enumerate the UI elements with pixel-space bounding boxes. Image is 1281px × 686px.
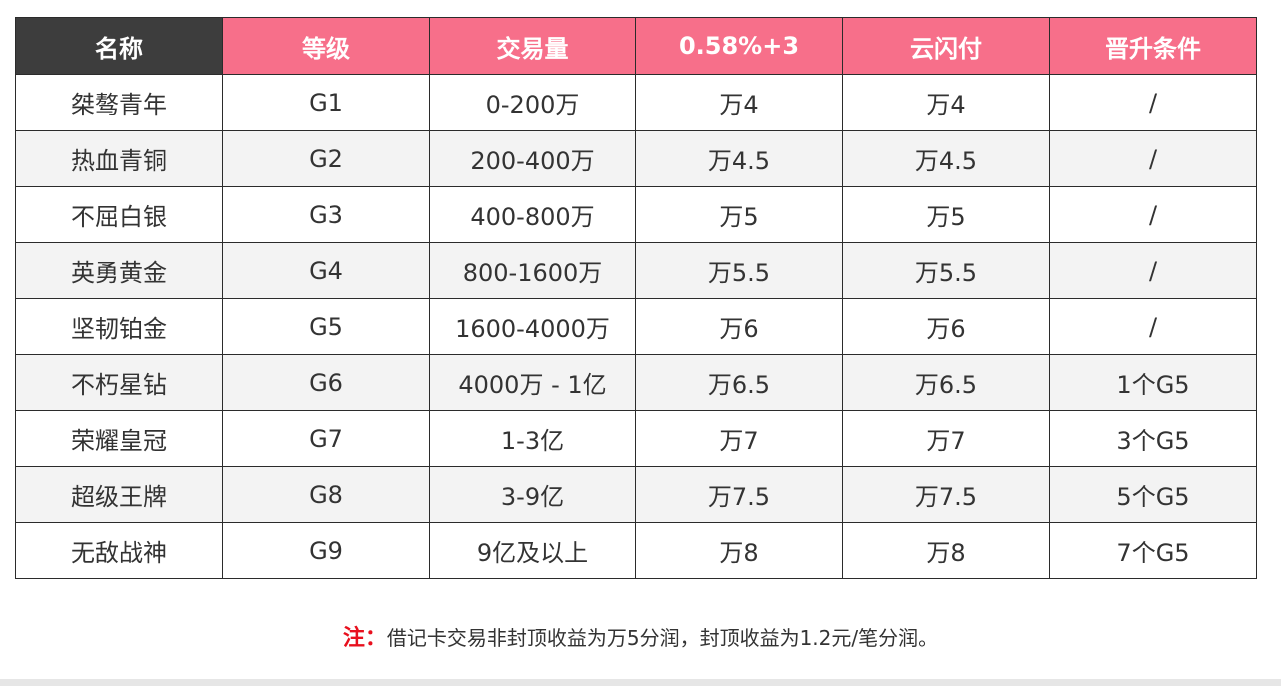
cell-promotion: 5个G5: [1049, 466, 1257, 523]
cell-name: 不朽星钻: [15, 354, 223, 411]
cell-name: 热血青铜: [15, 130, 223, 187]
cell-volume: 0-200万: [429, 74, 636, 131]
cell-rate: 万4: [635, 74, 843, 131]
bottom-divider: [0, 679, 1281, 686]
tier-table: 名称 等级 交易量 0.58%+3 云闪付 晋升条件 桀骜青年 G1 0-200万万…: [15, 17, 1257, 579]
table-row: 超级王牌 G8 3-9亿 万7.5 万7.5 5个G5: [15, 466, 1257, 523]
header-promotion: 晋升条件: [1049, 17, 1257, 75]
cell-level: G8: [222, 466, 430, 523]
cell-volume: 200-400万: [429, 130, 636, 187]
header-level: 等级: [222, 17, 430, 75]
cell-volume: 400-800万: [429, 186, 636, 243]
cell-cloud-pay: 万6: [842, 298, 1050, 355]
footnote: 注：借记卡交易非封顶收益为万5分润，封顶收益为1.2元/笔分润。: [0, 620, 1281, 652]
cell-name: 坚韧铂金: [15, 298, 223, 355]
table-row: 热血青铜 G2 200-400万 万4.5 万4.5/: [15, 130, 1257, 187]
cell-cloud-pay: 万8: [842, 522, 1050, 579]
footnote-text: 借记卡交易非封顶收益为万5分润，封顶收益为1.2元/笔分润。: [386, 626, 939, 650]
cell-promotion: /: [1049, 298, 1257, 355]
cell-cloud-pay: 万6.5: [842, 354, 1050, 411]
cell-cloud-pay: 万7.5: [842, 466, 1050, 523]
cell-volume: 800-1600万: [429, 242, 636, 299]
cell-name: 荣耀皇冠: [15, 410, 223, 467]
cell-rate: 万7.5: [635, 466, 843, 523]
cell-level: G7: [222, 410, 430, 467]
cell-name: 无敌战神: [15, 522, 223, 579]
cell-cloud-pay: 万4: [842, 74, 1050, 131]
table-row: 荣耀皇冠 G7 1-3亿 万7 万7 3个G5: [15, 410, 1257, 467]
table-row: 无敌战神 G9 9亿及以上 万8 万8 7个G5: [15, 522, 1257, 579]
table-row: 英勇黄金 G4 800-1600万 万5.5 万5.5/: [15, 242, 1257, 299]
cell-volume: 1600-4000万: [429, 298, 636, 355]
cell-volume: 1-3亿: [429, 410, 636, 467]
cell-cloud-pay: 万5.5: [842, 242, 1050, 299]
cell-promotion: /: [1049, 130, 1257, 187]
cell-promotion: 3个G5: [1049, 410, 1257, 467]
cell-rate: 万6: [635, 298, 843, 355]
cell-name: 桀骜青年: [15, 74, 223, 131]
cell-promotion: /: [1049, 242, 1257, 299]
cell-rate: 万6.5: [635, 354, 843, 411]
cell-level: G9: [222, 522, 430, 579]
cell-rate: 万5.5: [635, 242, 843, 299]
cell-level: G5: [222, 298, 430, 355]
cell-cloud-pay: 万4.5: [842, 130, 1050, 187]
cell-cloud-pay: 万5: [842, 186, 1050, 243]
cell-volume: 4000万 - 1亿: [429, 354, 636, 411]
cell-level: G1: [222, 74, 430, 131]
header-cloud-pay: 云闪付: [842, 17, 1050, 75]
header-volume: 交易量: [429, 17, 636, 75]
header-rate: 0.58%+3: [635, 17, 843, 75]
tier-table-body: 桀骜青年 G1 0-200万 万4 万4/热血青铜 G2 200-400万 万4.5 万4.5/…: [15, 74, 1257, 579]
header-name: 名称: [15, 17, 223, 75]
cell-promotion: 7个G5: [1049, 522, 1257, 579]
cell-volume: 3-9亿: [429, 466, 636, 523]
cell-rate: 万4.5: [635, 130, 843, 187]
cell-promotion: /: [1049, 74, 1257, 131]
cell-volume: 9亿及以上: [429, 522, 636, 579]
cell-rate: 万8: [635, 522, 843, 579]
cell-promotion: /: [1049, 186, 1257, 243]
header-row: 名称 等级 交易量 0.58%+3 云闪付 晋升条件: [15, 17, 1257, 75]
cell-rate: 万7: [635, 410, 843, 467]
cell-level: G6: [222, 354, 430, 411]
cell-promotion: 1个G5: [1049, 354, 1257, 411]
table-row: 桀骜青年 G1 0-200万 万4 万4/: [15, 74, 1257, 131]
table-row: 不朽星钻 G6 4000万 - 1亿 万6.5 万6.5 1个G5: [15, 354, 1257, 411]
footnote-label: 注：: [342, 626, 387, 651]
cell-cloud-pay: 万7: [842, 410, 1050, 467]
cell-rate: 万5: [635, 186, 843, 243]
table-row: 坚韧铂金 G5 1600-4000万 万6 万6/: [15, 298, 1257, 355]
cell-name: 超级王牌: [15, 466, 223, 523]
cell-level: G3: [222, 186, 430, 243]
cell-level: G2: [222, 130, 430, 187]
table-row: 不屈白银 G3 400-800万 万5 万5/: [15, 186, 1257, 243]
cell-name: 不屈白银: [15, 186, 223, 243]
cell-name: 英勇黄金: [15, 242, 223, 299]
cell-level: G4: [222, 242, 430, 299]
